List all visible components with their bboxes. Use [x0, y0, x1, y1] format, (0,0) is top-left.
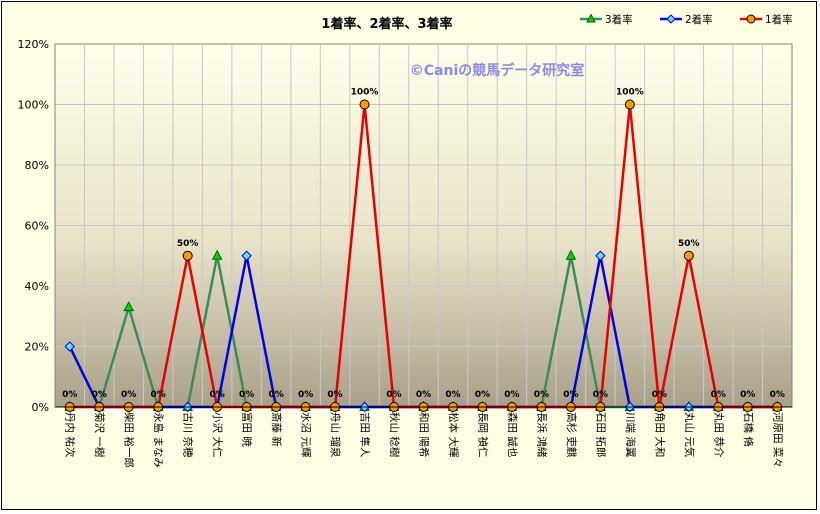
- x-tick-label: 石橋 脩: [742, 412, 755, 447]
- data-point-triangle: [211, 249, 223, 260]
- data-label: 0%: [151, 390, 166, 400]
- data-label: 50%: [177, 239, 199, 249]
- x-tick-label: 松本 大輝: [447, 412, 460, 458]
- legend-marker-triangle: [586, 13, 596, 23]
- legend-marker-diamond: [666, 14, 676, 24]
- x-tick-label: 古川 奈穂: [182, 412, 195, 458]
- data-label: 0%: [239, 390, 254, 400]
- data-point-diamond: [241, 250, 252, 261]
- legend: 3着率 2着率 1着率: [580, 13, 793, 26]
- data-label: 0%: [445, 390, 460, 400]
- data-point-triangle: [123, 301, 135, 312]
- data-label: 0%: [62, 390, 77, 400]
- x-tick-label: 秋山 稔樹: [388, 412, 401, 458]
- data-label: 0%: [593, 390, 608, 400]
- legend-label: 3着率: [605, 13, 633, 26]
- y-tick-label: 0%: [32, 401, 49, 414]
- legend-label: 2着率: [685, 13, 713, 26]
- data-label: 0%: [268, 390, 283, 400]
- data-labels: 0% 0% 0% 0% 50% 0% 0% 0% 0% 0% 100% 0% 0% 0% 0% 0% 0% 0% 0…: [62, 88, 785, 401]
- data-label: 0%: [386, 390, 401, 400]
- x-tick-label: 丹内 祐次: [64, 412, 77, 458]
- y-tick-label: 100%: [18, 99, 49, 112]
- x-tick-label: 和田 陽希: [418, 412, 431, 457]
- y-tick-label: 60%: [25, 220, 49, 233]
- x-tick-label: 丸田 恭介: [712, 412, 725, 458]
- x-tick-label: 水沼 元輝: [300, 412, 313, 458]
- gridlines: [55, 44, 792, 407]
- data-label: 0%: [504, 390, 519, 400]
- x-tick-label: 柴田 裕一郎: [123, 412, 136, 468]
- legend-label: 1着率: [765, 13, 793, 26]
- x-tick-label: 石田 拓郎: [594, 412, 607, 457]
- data-label: 0%: [327, 390, 342, 400]
- legend-marker-circle: [746, 14, 756, 24]
- x-tick-label: 河原田 菜々: [771, 412, 783, 468]
- data-label: 0%: [121, 390, 136, 400]
- chart-title: 1着率、2着率、3着率: [321, 16, 452, 32]
- data-label: 0%: [534, 390, 549, 400]
- data-point-diamond: [64, 341, 75, 352]
- x-tick-label: 吉田 隼人: [359, 412, 372, 458]
- data-label: 100%: [616, 88, 644, 98]
- data-label: 0%: [563, 390, 578, 400]
- y-tick-label: 20%: [25, 341, 49, 354]
- y-tick-label: 40%: [25, 280, 49, 293]
- x-tick-label: 富田 暁: [241, 412, 254, 447]
- y-tick-label: 80%: [25, 159, 49, 172]
- x-tick-label: 斎藤 新: [270, 412, 283, 447]
- x-tick-label: 川端 海翼: [624, 412, 637, 458]
- data-label: 0%: [298, 390, 313, 400]
- x-tick-label: 永島 まなみ: [152, 412, 165, 468]
- data-label: 0%: [652, 390, 667, 400]
- x-tick-label: 角田 大和: [653, 412, 666, 457]
- x-tick-label: 長岡 禎仁: [476, 412, 489, 457]
- data-label: 0%: [770, 390, 785, 400]
- data-point-circle: [182, 250, 193, 261]
- x-tick-label: 小沢 大仁: [211, 412, 224, 457]
- data-label: 0%: [416, 390, 431, 400]
- x-tick-label: 舟山 瑠泉: [329, 412, 342, 458]
- x-tick-label: 森田 誠也: [506, 412, 519, 457]
- axes: 0% 20% 40% 60% 80% 100% 120% 丹内 祐次 菊沢 一樹 柴田 裕一郎 永島…: [18, 38, 792, 468]
- data-point-circle: [359, 99, 370, 110]
- x-tick-label: 菊沢 一樹: [93, 412, 106, 458]
- data-label: 0%: [209, 390, 224, 400]
- data-point-circle: [683, 250, 694, 261]
- data-point-diamond: [595, 250, 606, 261]
- data-label: 0%: [711, 390, 726, 400]
- data-label: 0%: [740, 390, 755, 400]
- x-tick-label: 長浜 鴻緒: [535, 412, 548, 458]
- watermark: ©Caniの競馬データ研究室: [410, 62, 585, 79]
- data-label: 0%: [92, 390, 107, 400]
- data-point-triangle: [565, 249, 577, 260]
- data-label: 0%: [475, 390, 490, 400]
- data-label: 100%: [351, 88, 379, 98]
- x-tick-label: 高杉 吏麒: [565, 412, 578, 458]
- data-point-circle: [624, 99, 635, 110]
- y-tick-label: 120%: [18, 38, 49, 51]
- x-tick-label: 丸山 元気: [683, 412, 696, 458]
- data-label: 50%: [678, 239, 700, 249]
